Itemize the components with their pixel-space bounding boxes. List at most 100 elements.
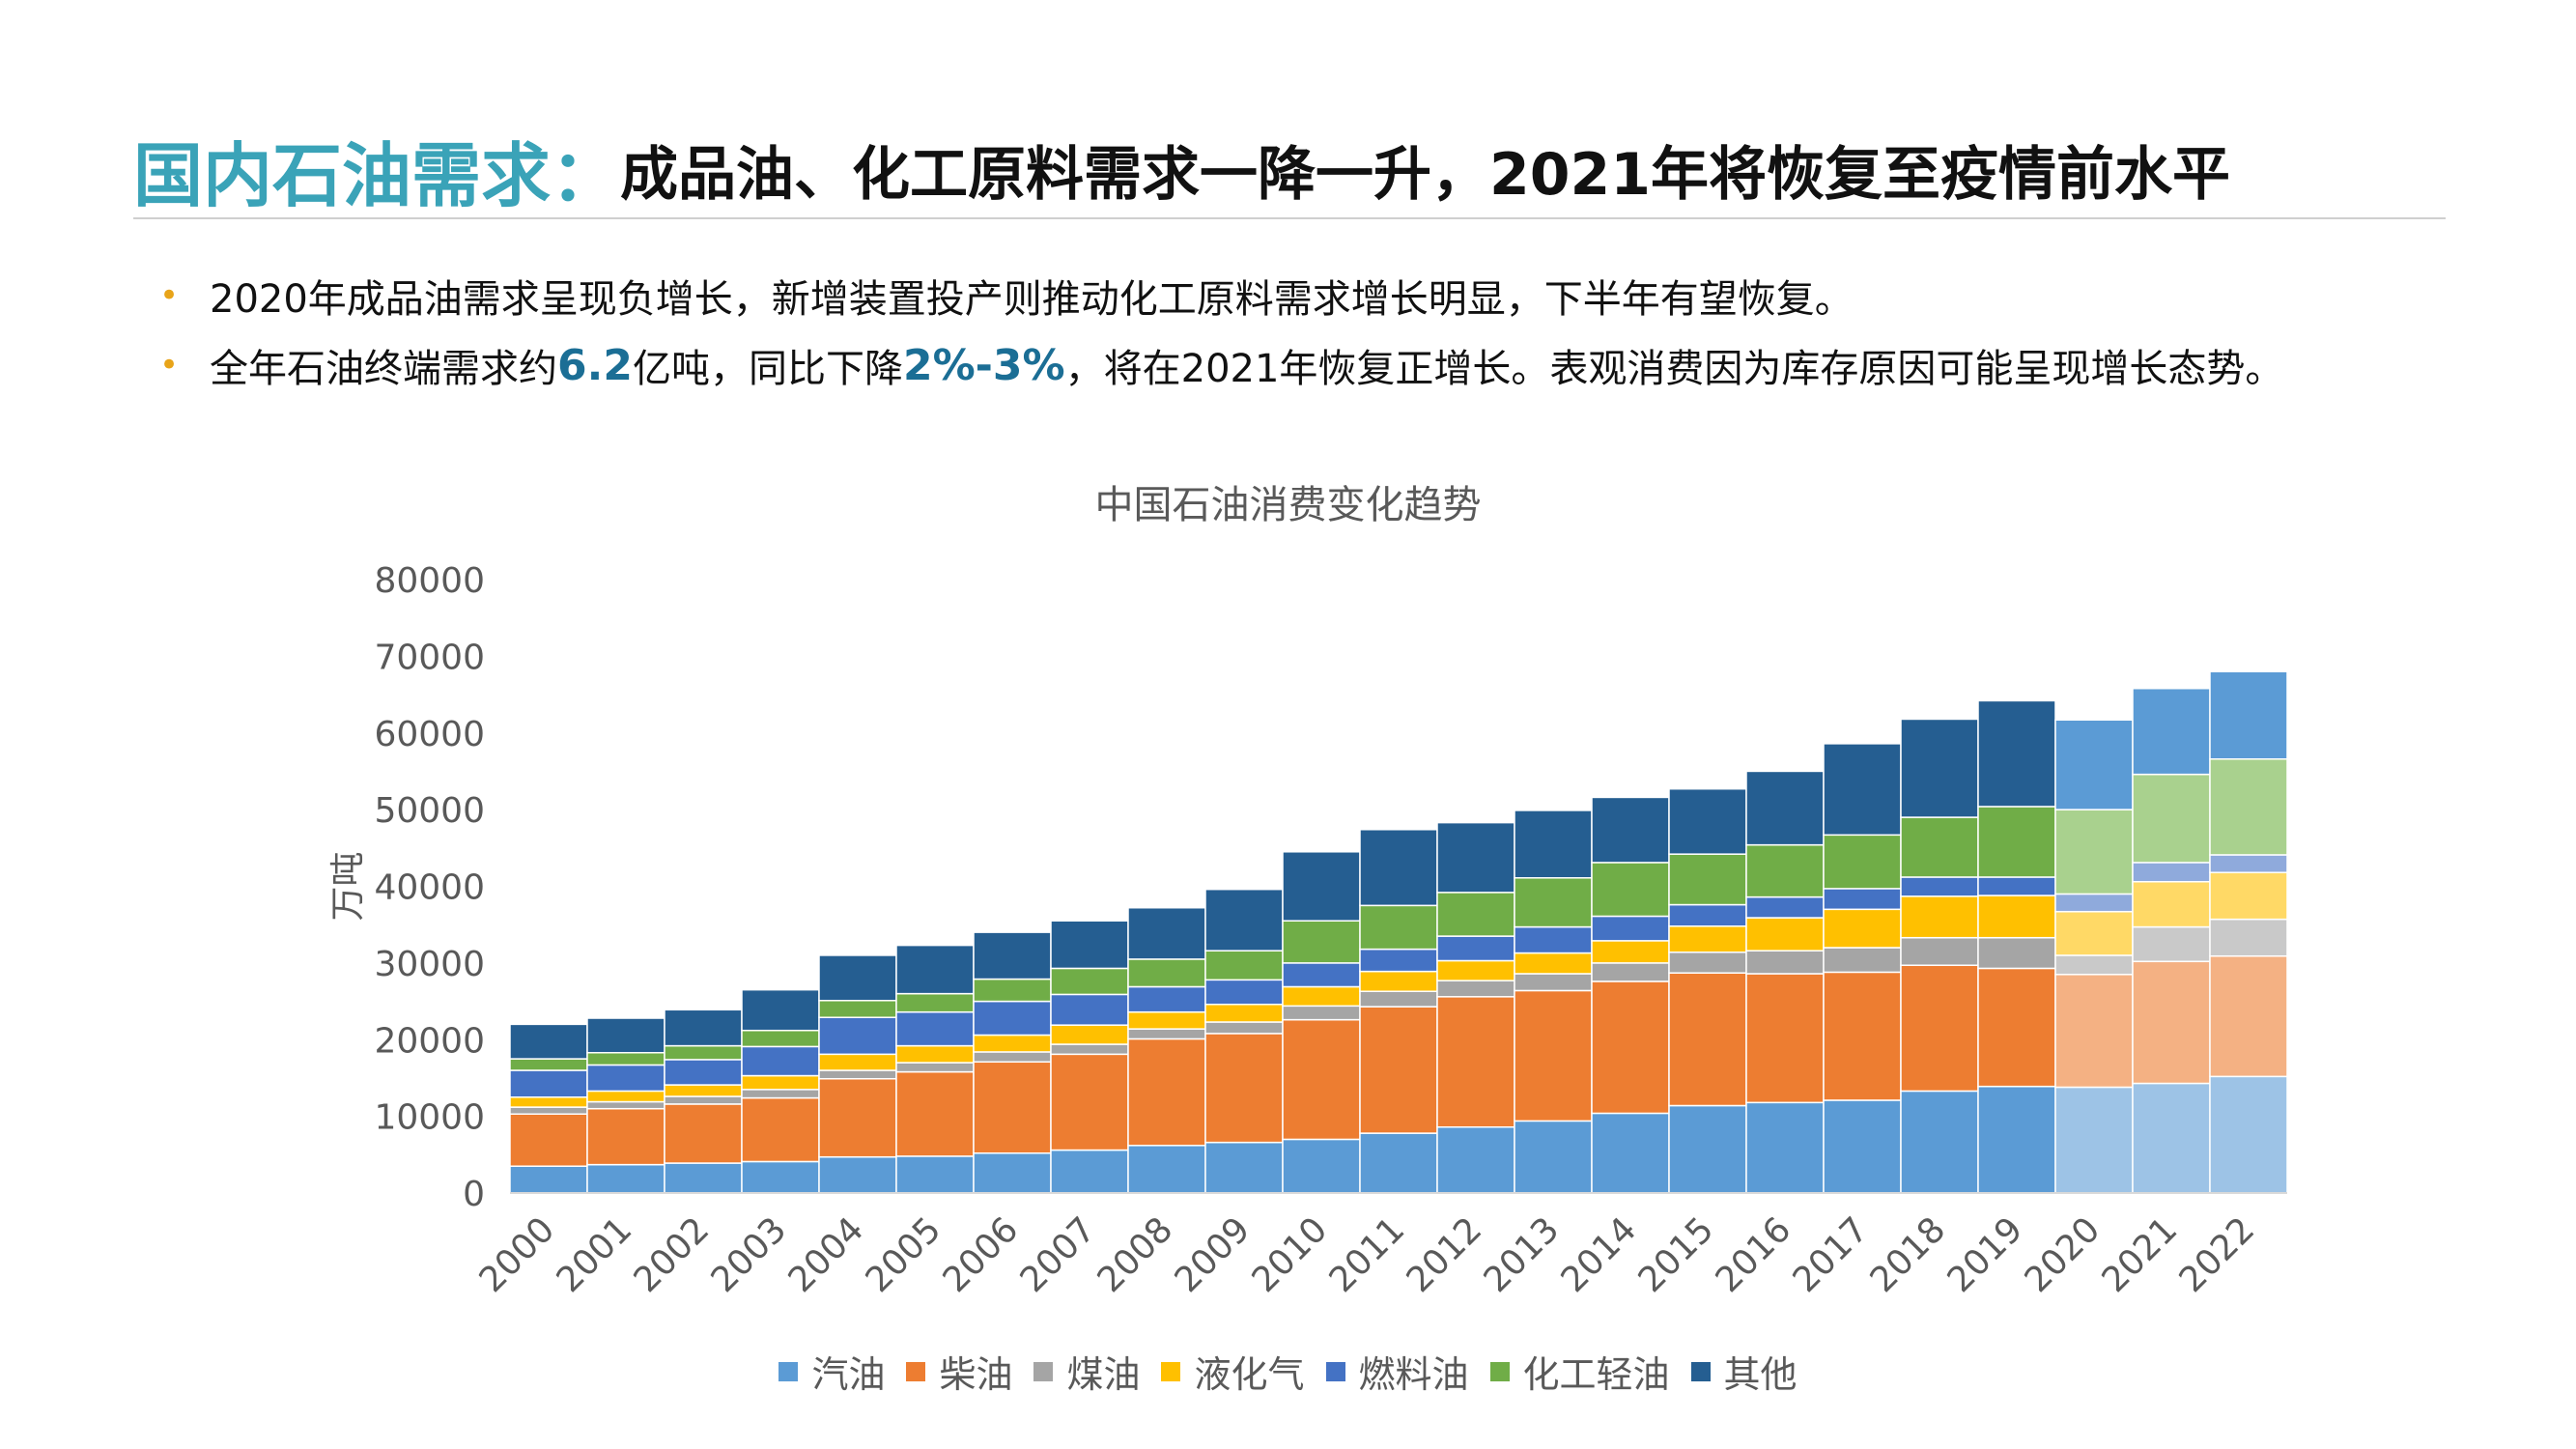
bar-segment [2209, 757, 2288, 856]
bar-segment [2132, 862, 2211, 883]
bullet-text: 2020年成品油需求呈现负增长，新增装置投产则推动化工原料需求增长明显，下半年有… [210, 277, 1854, 322]
bar-segment [1977, 876, 2056, 896]
bar-segment [818, 954, 897, 1002]
bar-segment [2054, 910, 2134, 956]
bar-segment [1359, 829, 1438, 907]
bar-segment [1900, 816, 1979, 878]
bar-segment [1127, 906, 1206, 960]
title-rest: 成品油、化工原料需求一降一升，2021年将恢复至疫情前水平 [620, 140, 2231, 209]
bar-segment [1823, 947, 1902, 974]
bar-segment [1436, 996, 1515, 1128]
bar-segment [2132, 1082, 2211, 1194]
x-tick-label: 2003 [704, 1209, 795, 1300]
bar-segment [741, 988, 820, 1032]
bar-segment [1127, 1028, 1206, 1040]
bar-segment [895, 1044, 975, 1064]
x-tick-label: 2019 [1940, 1209, 2031, 1300]
bar-segment [1668, 1104, 1747, 1194]
bar-segment [1745, 917, 1825, 952]
bar-segment [1591, 962, 1670, 982]
bar-segment [1900, 895, 1979, 939]
bar-segment [818, 1155, 897, 1194]
bar-segment [895, 992, 975, 1013]
bar-segment [895, 1070, 975, 1157]
x-tick-label: 2001 [550, 1209, 640, 1300]
bullet-item-1: • 2020年成品油需求呈现负增长，新增装置投产则推动化工原料需求增长明显，下半… [159, 261, 2477, 330]
bar-segment [509, 1058, 588, 1071]
bar-segment [1282, 1005, 1361, 1021]
bar-segment [1591, 980, 1670, 1115]
bar-segment [1359, 970, 1438, 992]
bar-segment [586, 1017, 665, 1054]
x-tick-label: 2009 [1168, 1209, 1259, 1300]
bar-segment [1282, 1018, 1361, 1141]
bar-segment [1359, 990, 1438, 1008]
bar-segment [1745, 895, 1825, 919]
bar-segment [1823, 834, 1902, 890]
bar-segment [1204, 1003, 1284, 1023]
x-tick-label: 2014 [1554, 1209, 1645, 1300]
legend-swatch [778, 1361, 799, 1381]
x-tick-label: 2018 [1863, 1209, 1954, 1300]
bar-segment [509, 1096, 588, 1108]
bar-segment [2054, 719, 2134, 810]
bar-segment [1668, 972, 1747, 1107]
highlight-decline: 2%-3% [902, 340, 1065, 390]
bar-segment [1436, 980, 1515, 998]
bar-segment [1514, 810, 1593, 879]
bar-segment [1900, 718, 1979, 818]
bar-segment [2132, 687, 2211, 776]
legend-item: 其他 [1690, 1345, 1798, 1398]
bullet-dot-icon: • [159, 346, 180, 384]
legend-label: 柴油 [939, 1353, 1013, 1396]
chart-legend: 汽油 柴油 煤油 液化气 燃料油 化工轻油 其他 [0, 1345, 2576, 1398]
bar-segment [1436, 959, 1515, 981]
bar-segment [1977, 895, 2056, 939]
bar-segment [2132, 960, 2211, 1085]
bar-segment [664, 1084, 743, 1097]
x-tick-label: 2017 [1786, 1209, 1877, 1300]
legend-swatch [1033, 1361, 1054, 1381]
bar-segment [1436, 821, 1515, 894]
bar-segment [509, 1113, 588, 1167]
bar-segment [1359, 904, 1438, 951]
bar-segment [1436, 892, 1515, 937]
x-tick-label: 2006 [936, 1209, 1027, 1300]
legend-swatch [1161, 1361, 1181, 1381]
bar-segment [509, 1023, 588, 1060]
bar-segment [2209, 954, 2288, 1078]
bar-segment [1282, 985, 1361, 1008]
bar-segment [586, 1051, 665, 1066]
bar-segment [1977, 1085, 2056, 1194]
bar-segment [1514, 877, 1593, 928]
x-tick-label: 2005 [859, 1209, 949, 1300]
legend-label: 汽油 [811, 1353, 886, 1396]
bullet-list: • 2020年成品油需求呈现负增长，新增装置投产则推动化工原料需求增长明显，下半… [159, 261, 2477, 400]
bar-segment [1514, 973, 1593, 992]
bullet-text-mid: 亿吨，同比下降 [632, 347, 903, 391]
y-tick-label: 60000 [374, 715, 485, 754]
bar-segment [1668, 952, 1747, 974]
bar-segment [895, 944, 975, 995]
legend-swatch [1690, 1361, 1711, 1381]
bar-segment [1823, 888, 1902, 911]
legend-item: 煤油 [1033, 1345, 1140, 1398]
bar-segment [1514, 952, 1593, 975]
bar-segment [1436, 935, 1515, 962]
bar-segment [2054, 1086, 2134, 1194]
bar-segment [1823, 971, 1902, 1101]
bar-segment [1127, 1037, 1206, 1147]
y-tick-label: 50000 [374, 791, 485, 831]
bar-segment [1514, 1120, 1593, 1194]
bar-segment [1282, 920, 1361, 964]
bar-segment [664, 1095, 743, 1105]
bar-segment [1127, 985, 1206, 1013]
bar-segment [586, 1100, 665, 1110]
bar-segment [1282, 1138, 1361, 1194]
bar-segment [1977, 699, 2056, 808]
bar-segment [1050, 967, 1129, 996]
bar-segment [741, 1029, 820, 1048]
x-tick-label: 2002 [627, 1209, 718, 1300]
bar-segment [973, 1000, 1052, 1037]
